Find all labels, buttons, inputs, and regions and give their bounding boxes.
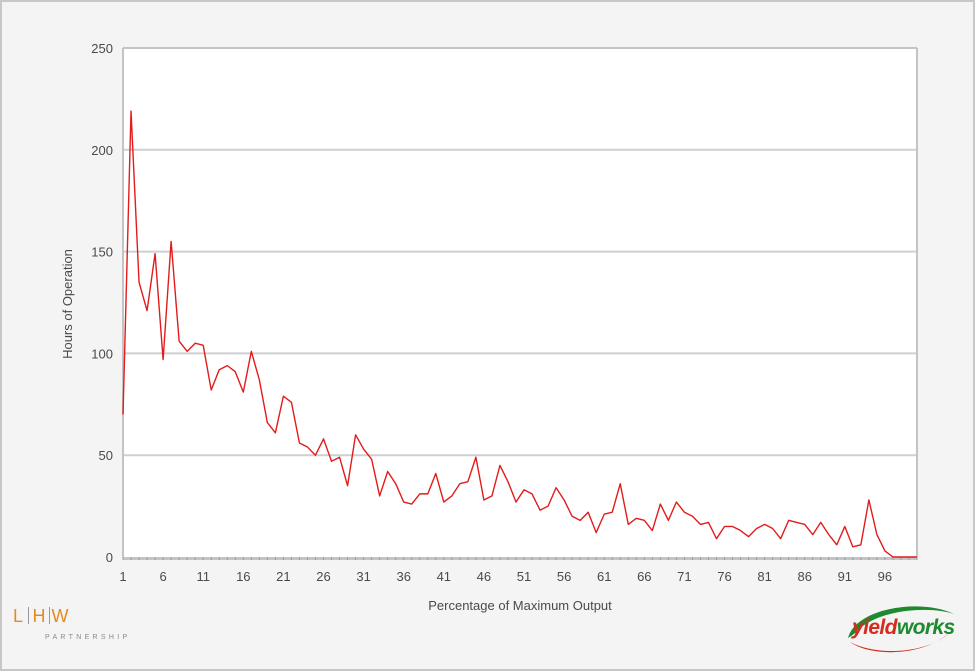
y-tick-label: 100 [91,346,113,361]
y-tick-label: 50 [99,448,113,463]
x-tick-label: 26 [316,569,330,584]
x-tick-label: 86 [797,569,811,584]
x-tick-label: 76 [717,569,731,584]
y-axis-title: Hours of Operation [60,249,75,359]
x-tick-label: 1 [119,569,126,584]
series-line-0 [122,110,917,558]
yieldworks-logo: yieldworks [842,600,962,660]
yieldworks-wordmark: yieldworks [852,616,955,640]
y-tick-label: 0 [106,550,113,565]
lhw-letter-w: W [51,606,69,626]
yieldworks-works-text: works [896,616,955,639]
lhw-letter-l: L [12,606,23,626]
x-tick-label: 11 [196,569,210,584]
plot-area [123,48,917,557]
x-tick-label: 56 [557,569,571,584]
axes [122,47,918,560]
y-tick-labels: 0 50 100 150 200 250 [91,41,113,565]
y-tick-label: 200 [91,143,113,158]
x-tick-label: 61 [597,569,611,584]
x-tick-label: 36 [396,569,410,584]
x-tick-label: 71 [677,569,691,584]
x-axis-title: Percentage of Maximum Output [428,598,612,613]
x-tick-label: 96 [878,569,892,584]
x-tick-labels: 1 6 11 16 21 26 31 36 41 46 51 56 61 66 71 76 81 86 91 96 [119,569,892,584]
yieldworks-swoosh-icon [848,606,954,653]
x-tick-label: 91 [838,569,852,584]
lhw-divider [28,607,29,624]
lhw-logo-subtitle: PARTNERSHIP [45,634,131,641]
lhw-letter-h: H [32,606,46,626]
y-tick-label: 150 [91,245,113,260]
x-tick-label: 16 [236,569,250,584]
x-tick-label: 6 [159,569,166,584]
x-tick-label: 21 [276,569,290,584]
x-tick-label: 31 [356,569,370,584]
x-tick-label: 66 [637,569,651,584]
yieldworks-yield-text: yield [852,616,897,639]
x-axis-line [123,557,917,560]
y-tick-label: 250 [91,41,113,56]
series-group [122,110,917,558]
lhw-divider [49,607,50,624]
x-tick-label: 41 [437,569,451,584]
x-tick-label: 81 [757,569,771,584]
x-tick-label: 46 [477,569,491,584]
x-tick-label: 51 [517,569,531,584]
